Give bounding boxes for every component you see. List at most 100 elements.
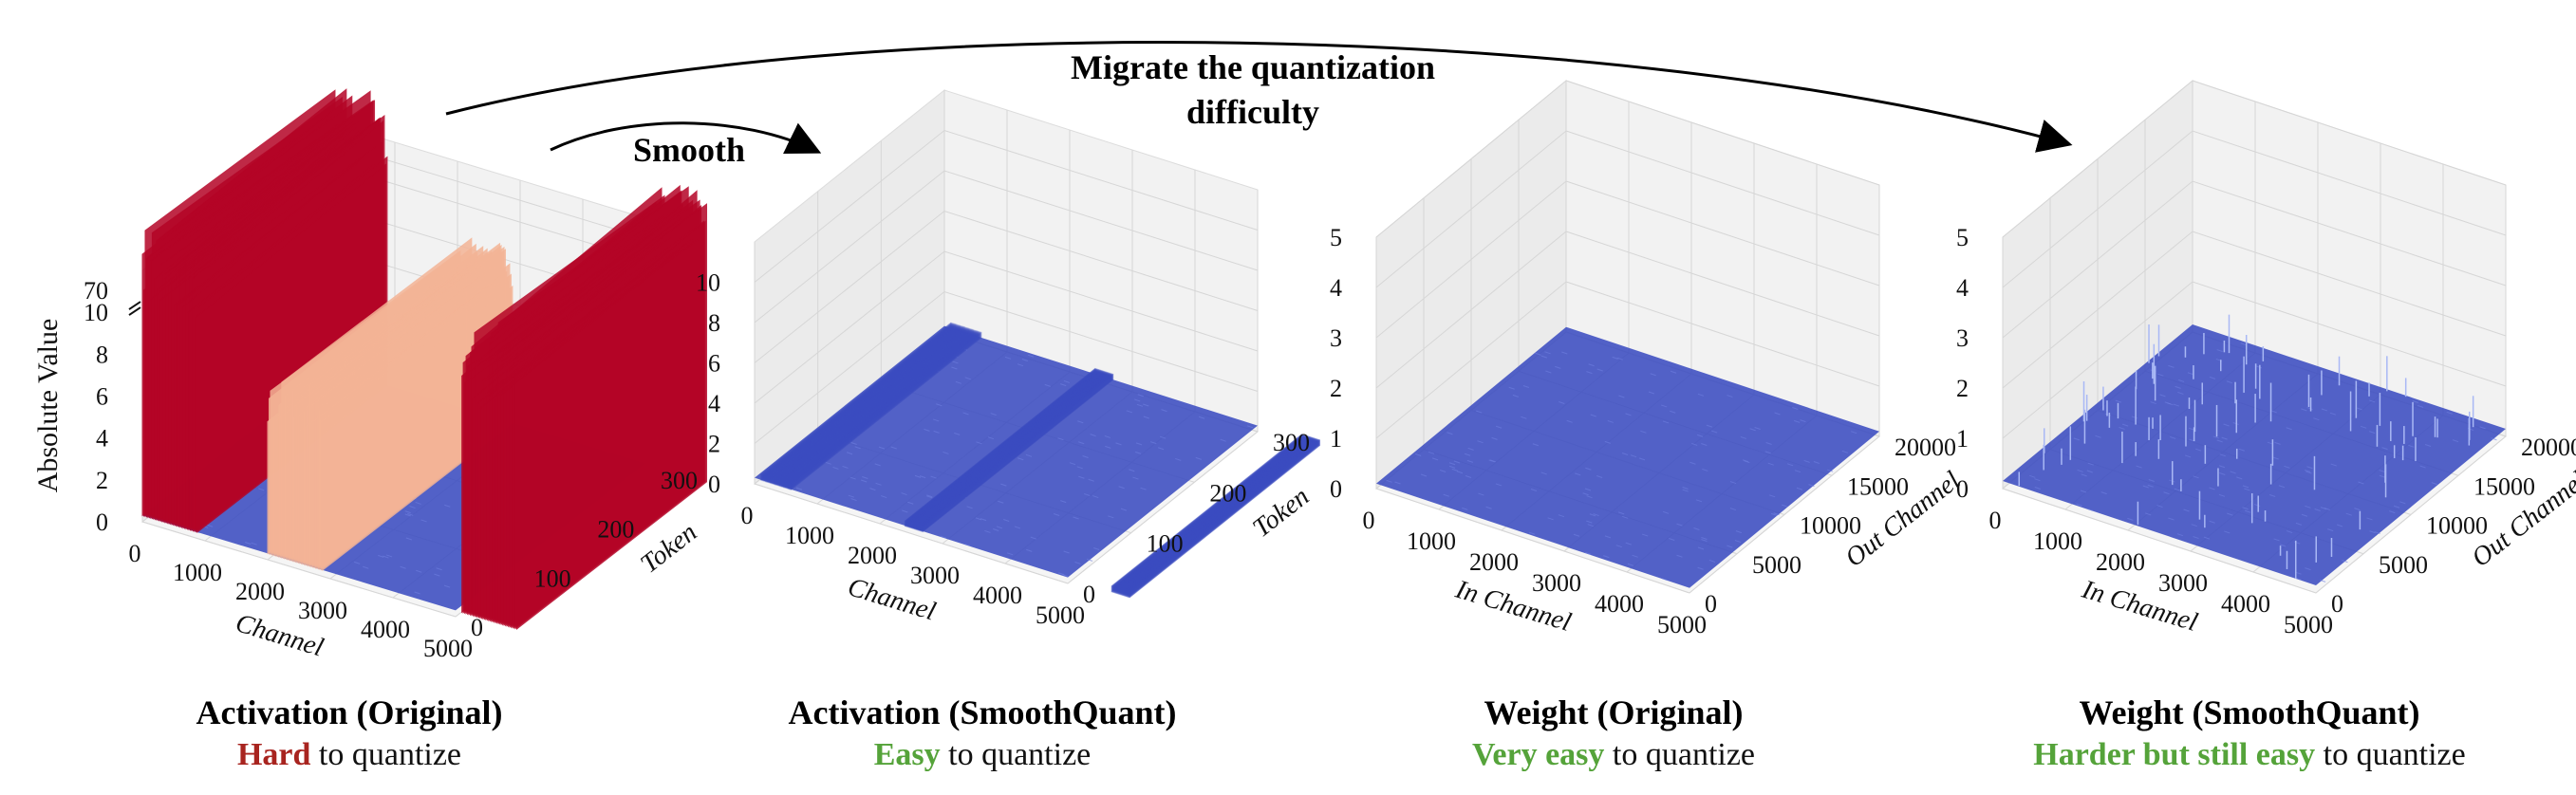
surface-texture bbox=[1661, 578, 1669, 582]
surface-texture bbox=[2306, 407, 2313, 411]
z-axis-label: Absolute Value bbox=[32, 319, 64, 493]
grid-line bbox=[2002, 488, 2317, 594]
surface-texture bbox=[861, 479, 868, 483]
x-tick-label: 5000 bbox=[2284, 611, 2333, 638]
surface-texture bbox=[2219, 472, 2226, 475]
surface-texture bbox=[1462, 507, 1468, 510]
x-tick-label: 5000 bbox=[1657, 611, 1707, 638]
surface-texture bbox=[2226, 380, 2233, 384]
surface-texture bbox=[2209, 487, 2215, 490]
surface-texture bbox=[2366, 517, 2373, 521]
y-tick-label: 0 bbox=[1083, 581, 1095, 608]
surface-texture bbox=[1573, 533, 1580, 537]
surface-texture bbox=[993, 528, 999, 531]
surface-texture bbox=[2209, 520, 2215, 524]
surface-texture bbox=[862, 476, 868, 479]
surface-texture bbox=[1420, 473, 1428, 477]
surface-texture bbox=[1765, 442, 1772, 445]
surface-texture bbox=[1792, 407, 1799, 410]
surface-texture bbox=[1727, 545, 1733, 548]
surface-texture bbox=[2244, 488, 2250, 491]
surface-texture bbox=[954, 432, 961, 435]
surface-texture bbox=[2167, 402, 2174, 406]
surface-texture bbox=[1682, 487, 1689, 490]
grid-line bbox=[2002, 130, 2507, 288]
surface-texture bbox=[2077, 469, 2083, 472]
surface-texture bbox=[2219, 453, 2226, 457]
surface-texture bbox=[2240, 342, 2247, 346]
migrate-label-line2: difficulty bbox=[1186, 93, 1319, 131]
caption-emphasis: Easy bbox=[873, 737, 941, 772]
outlier-slice bbox=[791, 331, 982, 491]
surface-texture bbox=[2329, 412, 2337, 416]
caption-title: Activation (Original) bbox=[196, 693, 503, 731]
surface-texture bbox=[2193, 475, 2199, 479]
surface-texture bbox=[1559, 401, 1565, 404]
surface-texture bbox=[1104, 434, 1111, 438]
surface-texture bbox=[1618, 395, 1625, 398]
z-tick-label: 4 bbox=[708, 390, 720, 417]
grid-line bbox=[754, 290, 1259, 444]
z-tick-label: 0 bbox=[1330, 475, 1342, 503]
surface-texture bbox=[1662, 420, 1670, 424]
surface-texture bbox=[2491, 437, 2497, 441]
surface-texture bbox=[2195, 448, 2202, 452]
y-tick-label: 0 bbox=[471, 614, 483, 641]
surface-texture bbox=[1495, 483, 1503, 487]
surface-texture bbox=[1697, 546, 1705, 550]
x-tick-label: 0 bbox=[1989, 507, 2002, 534]
surface-texture bbox=[258, 488, 265, 491]
surface-texture bbox=[1532, 443, 1540, 447]
surface-texture bbox=[2174, 488, 2180, 491]
surface-texture bbox=[2412, 400, 2418, 403]
surface-texture bbox=[2389, 510, 2396, 514]
surface-texture bbox=[1060, 383, 1067, 387]
surface-texture bbox=[1773, 512, 1780, 516]
surface-texture bbox=[1118, 486, 1125, 490]
z-tick-label: 5 bbox=[1956, 224, 1969, 251]
caption-rest: to quantize bbox=[310, 737, 462, 772]
surface-texture bbox=[2191, 524, 2197, 527]
y-tick-label: 0 bbox=[1705, 590, 1717, 618]
surface-texture bbox=[2314, 508, 2321, 511]
surface-texture bbox=[924, 428, 930, 432]
z-tick-label: 4 bbox=[1330, 274, 1342, 302]
surface-texture bbox=[2230, 471, 2236, 474]
surface-texture bbox=[1625, 542, 1632, 545]
surface-texture bbox=[2286, 427, 2292, 431]
surface-texture bbox=[1073, 516, 1079, 520]
surface-texture bbox=[1786, 463, 1794, 467]
caption-title: Weight (Original) bbox=[1484, 693, 1744, 731]
surface-texture bbox=[2253, 504, 2261, 508]
surface-texture bbox=[2431, 482, 2437, 486]
surface-texture bbox=[1247, 425, 1254, 429]
surface-texture bbox=[1782, 504, 1788, 508]
surface-texture bbox=[1706, 424, 1712, 428]
surface-texture bbox=[1596, 368, 1603, 372]
surface-texture bbox=[1701, 537, 1708, 540]
surface-texture bbox=[1530, 489, 1538, 491]
surface-texture bbox=[1175, 457, 1182, 461]
surface-texture bbox=[2227, 512, 2233, 516]
grid-line bbox=[2002, 80, 2507, 238]
surface-texture bbox=[832, 466, 839, 470]
surface-texture bbox=[1813, 461, 1820, 464]
z-tick-label: 6 bbox=[96, 383, 108, 411]
surface-texture bbox=[2159, 394, 2166, 398]
surface-texture bbox=[1159, 435, 1167, 439]
surface-texture bbox=[1669, 538, 1675, 541]
surface-texture bbox=[2187, 372, 2194, 376]
surface-texture bbox=[1006, 552, 1014, 556]
surface-texture bbox=[1585, 467, 1592, 471]
surface-texture bbox=[385, 554, 393, 558]
surface-texture bbox=[2369, 431, 2376, 434]
surface-texture bbox=[1764, 451, 1771, 454]
surface-texture bbox=[1701, 539, 1708, 543]
surface-texture bbox=[940, 535, 946, 539]
surface-texture bbox=[2269, 494, 2276, 497]
surface-texture bbox=[1466, 459, 1474, 463]
surface-texture bbox=[1632, 554, 1638, 558]
surface-texture bbox=[952, 361, 959, 364]
x-tick-label: 1000 bbox=[1407, 527, 1456, 555]
surface-base bbox=[2003, 324, 2506, 586]
